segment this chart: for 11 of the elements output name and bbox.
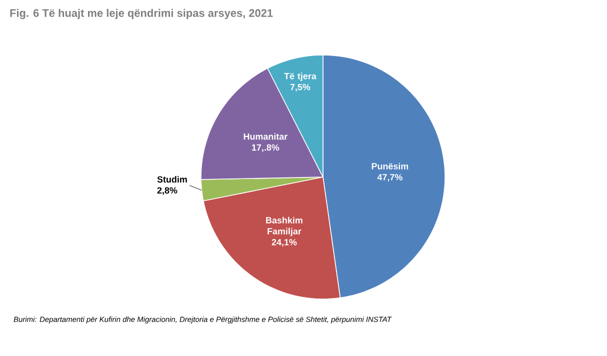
slice-label: Studim (157, 176, 187, 183)
data-label: 17,.8% (252, 144, 280, 152)
slice-label: Bashkim Familjar (266, 216, 302, 236)
data-label: 24,1% (272, 239, 297, 247)
slice-label: Humanitar (244, 133, 288, 140)
data-label: 2,8% (157, 187, 178, 195)
slice-label: Punësim (372, 162, 408, 170)
data-label: 7,5% (290, 84, 310, 92)
chart-title: Fig. 6 Të huajt me leje qëndrimi sipas arsyes, 2021 (10, 8, 273, 20)
data-label: 47,7% (377, 174, 402, 182)
slice-label: Të tjera (284, 72, 316, 82)
